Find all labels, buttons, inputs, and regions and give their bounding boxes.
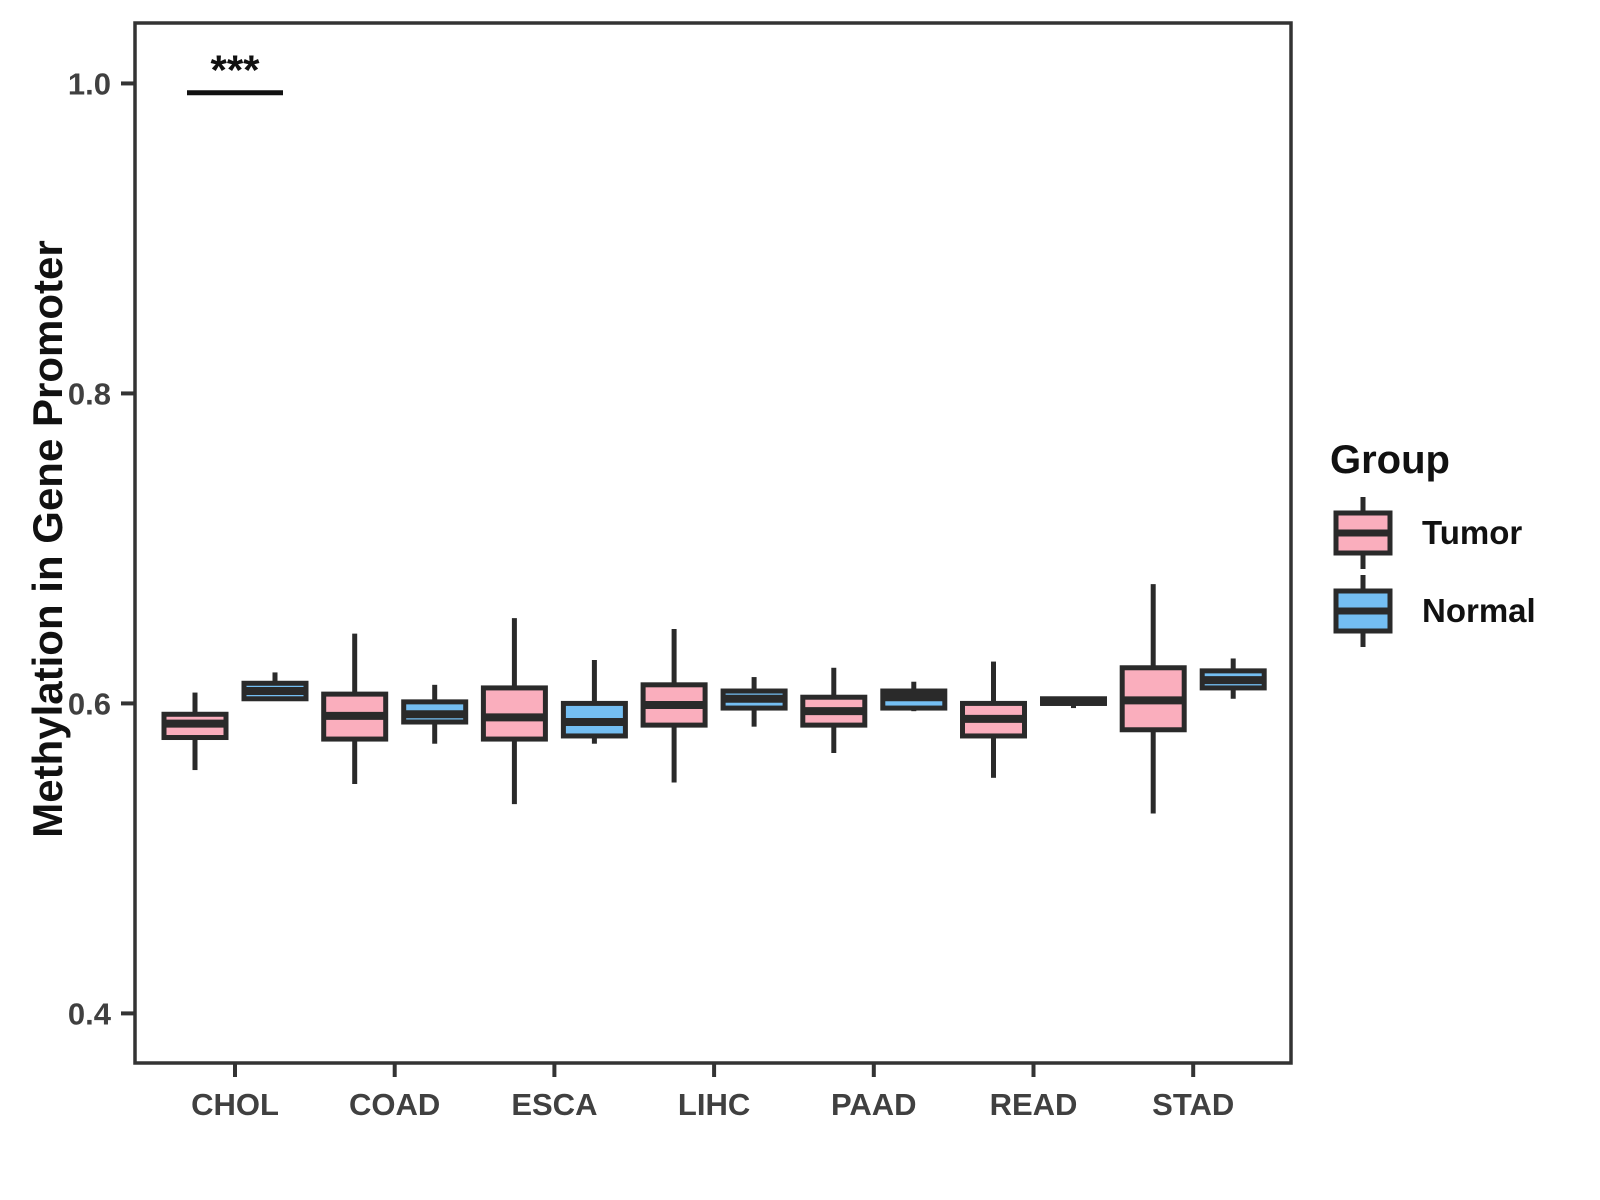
boxplot-normal-PAAD (880, 681, 948, 712)
legend-label-normal: Normal (1422, 592, 1536, 629)
y-tick-label: 0.4 (68, 996, 112, 1031)
boxplot-tumor-STAD (1119, 584, 1187, 814)
x-tick-label: ESCA (511, 1087, 597, 1122)
x-tick-label: PAAD (831, 1087, 917, 1122)
boxplot-normal-READ (1040, 696, 1107, 709)
tumor-boxplot-key-icon (1333, 497, 1393, 569)
y-tick-label: 0.8 (68, 376, 111, 411)
y-tick-label: 1.0 (68, 66, 111, 101)
boxplot-normal-STAD (1199, 658, 1267, 699)
x-tick-label: READ (990, 1087, 1078, 1122)
boxplot-tumor-LIHC (640, 629, 708, 783)
legend-item-normal: Normal (1330, 575, 1536, 647)
boxplot-tumor-ESCA (480, 618, 548, 805)
plot-panel-border (133, 21, 1293, 1065)
legend-label-tumor: Tumor (1422, 514, 1523, 551)
y-axis-title: Methylation in Gene Promoter (24, 240, 71, 838)
boxplot-normal-COAD (401, 684, 469, 744)
x-tick-label: LIHC (678, 1087, 750, 1122)
x-tick-label: COAD (349, 1087, 440, 1122)
boxplot-tumor-PAAD (800, 667, 868, 754)
normal-boxplot-key-icon (1333, 575, 1393, 647)
boxplot-normal-ESCA (560, 660, 628, 744)
significance-stars: *** (210, 47, 260, 94)
legend: Group Tumor Normal (1330, 438, 1536, 653)
boxplot-tumor-CHOL (161, 692, 229, 771)
boxplot-tumor-COAD (321, 633, 389, 785)
legend-title: Group (1330, 438, 1450, 482)
boxplot-normal-CHOL (241, 672, 309, 702)
boxplot-tumor-READ (960, 661, 1027, 778)
x-tick-label: CHOL (191, 1087, 279, 1122)
legend-item-tumor: Tumor (1330, 497, 1536, 569)
boxplot-normal-LIHC (720, 677, 788, 727)
y-tick-label: 0.6 (68, 686, 111, 721)
x-tick-label: STAD (1152, 1087, 1234, 1122)
